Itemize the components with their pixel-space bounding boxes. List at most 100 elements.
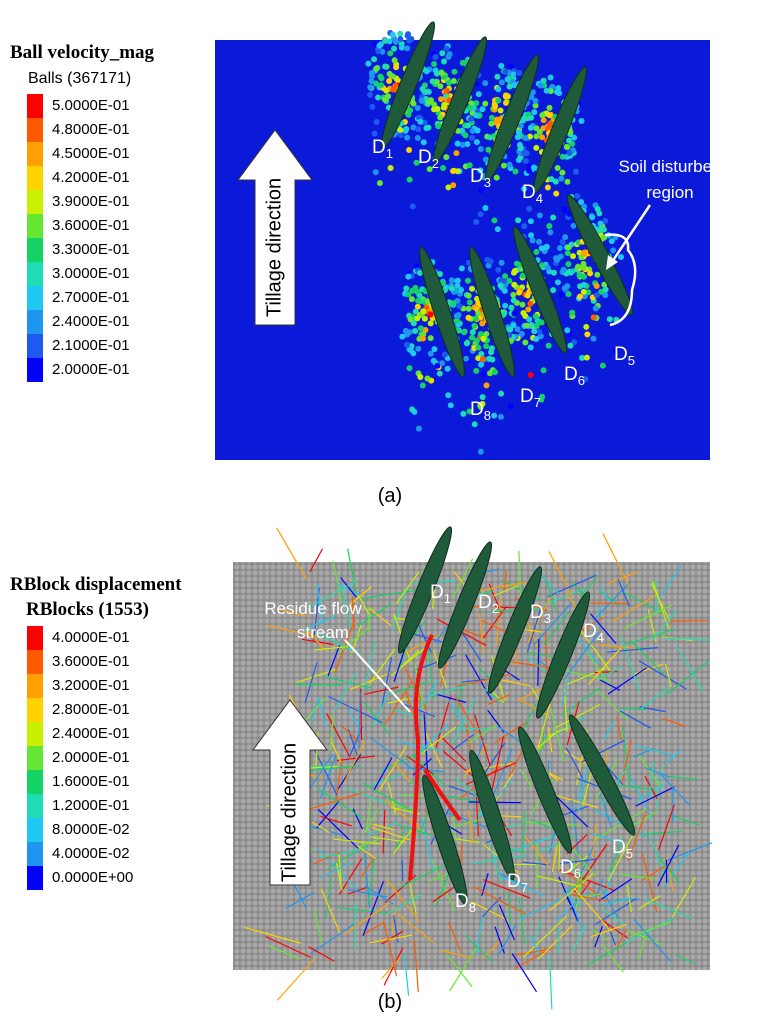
- particle: [461, 329, 467, 335]
- particle: [494, 116, 500, 122]
- particle: [575, 264, 581, 270]
- particle: [525, 306, 531, 312]
- particle: [431, 346, 437, 352]
- disc-index: 7: [534, 395, 541, 410]
- particle: [397, 127, 403, 133]
- particle: [434, 71, 440, 77]
- particle: [456, 303, 462, 309]
- particle: [450, 182, 456, 188]
- particle: [450, 168, 456, 174]
- particle: [465, 315, 471, 321]
- particle: [373, 66, 379, 72]
- disc-name: D: [470, 166, 484, 187]
- particle: [434, 363, 440, 369]
- particle: [512, 168, 518, 174]
- disc-index: 5: [626, 846, 633, 861]
- legend-swatch: [27, 770, 43, 794]
- legend-label: 1.2000E-01: [52, 797, 130, 814]
- particle: [524, 323, 530, 329]
- particle: [421, 139, 427, 145]
- arrow-label: Tillage direction: [263, 178, 285, 317]
- particle: [440, 165, 446, 171]
- particle: [480, 356, 486, 362]
- particle: [445, 392, 451, 398]
- particle: [570, 253, 576, 259]
- particle: [583, 324, 589, 330]
- particle: [489, 115, 495, 121]
- particle: [473, 368, 479, 374]
- legend-title: Ball velocity_mag: [10, 42, 155, 63]
- legend-label: 4.5000E-01: [52, 145, 130, 162]
- particle: [508, 305, 514, 311]
- particle: [398, 132, 404, 138]
- particle: [595, 206, 601, 212]
- particle: [463, 356, 469, 362]
- disc-name: D: [372, 137, 386, 158]
- particle: [528, 218, 534, 224]
- disc-name: D: [564, 364, 578, 385]
- particle: [528, 232, 534, 238]
- particle: [374, 119, 380, 125]
- disc-name: D: [522, 182, 536, 203]
- particle: [530, 238, 536, 244]
- particle: [475, 345, 481, 351]
- particle: [404, 45, 410, 51]
- legend-label: 2.4000E-01: [52, 725, 130, 742]
- annotation: region: [646, 183, 693, 202]
- particle: [449, 277, 455, 283]
- particle: [468, 116, 474, 122]
- particle: [415, 346, 421, 352]
- particle: [406, 147, 412, 153]
- disc-index: 8: [469, 900, 476, 915]
- particle: [532, 98, 538, 104]
- particle: [528, 344, 534, 350]
- particle: [494, 74, 500, 80]
- particle: [428, 320, 434, 326]
- particle: [445, 54, 451, 60]
- figure: Ball velocity_magBalls (367171)5.0000E-0…: [0, 0, 767, 1023]
- particle: [519, 331, 525, 337]
- legend-label: 4.0000E-02: [52, 845, 130, 862]
- particle: [491, 413, 497, 419]
- particle: [577, 283, 583, 289]
- particle: [444, 87, 450, 93]
- particle: [539, 112, 545, 118]
- particle: [417, 119, 423, 125]
- particle: [407, 177, 413, 183]
- particle: [479, 320, 485, 326]
- particle: [544, 88, 550, 94]
- particle: [581, 250, 587, 256]
- particle: [399, 334, 405, 340]
- particle: [455, 313, 461, 319]
- particle: [607, 316, 613, 322]
- particle: [587, 270, 593, 276]
- particle: [428, 97, 434, 103]
- particle: [533, 145, 539, 151]
- particle: [419, 98, 425, 104]
- particle: [382, 97, 388, 103]
- particle: [409, 406, 415, 412]
- particle: [515, 134, 521, 140]
- legend-swatch: [27, 842, 43, 866]
- particle: [451, 78, 457, 84]
- particle: [594, 272, 600, 278]
- disc-index: 3: [544, 611, 551, 626]
- residue-block: [537, 841, 538, 888]
- particle: [618, 254, 624, 260]
- particle: [566, 150, 572, 156]
- particle: [516, 129, 522, 135]
- disc-name: D: [614, 344, 628, 365]
- particle: [487, 134, 493, 140]
- particle: [382, 64, 388, 70]
- particle: [415, 126, 421, 132]
- particle: [525, 293, 531, 299]
- particle: [508, 63, 514, 69]
- particle: [550, 215, 556, 221]
- particle: [455, 141, 461, 147]
- particle: [594, 283, 600, 289]
- particle: [467, 299, 473, 305]
- particle: [476, 91, 482, 97]
- particle: [406, 38, 412, 44]
- legend-title: RBlock displacement: [10, 574, 182, 595]
- particle: [390, 73, 396, 79]
